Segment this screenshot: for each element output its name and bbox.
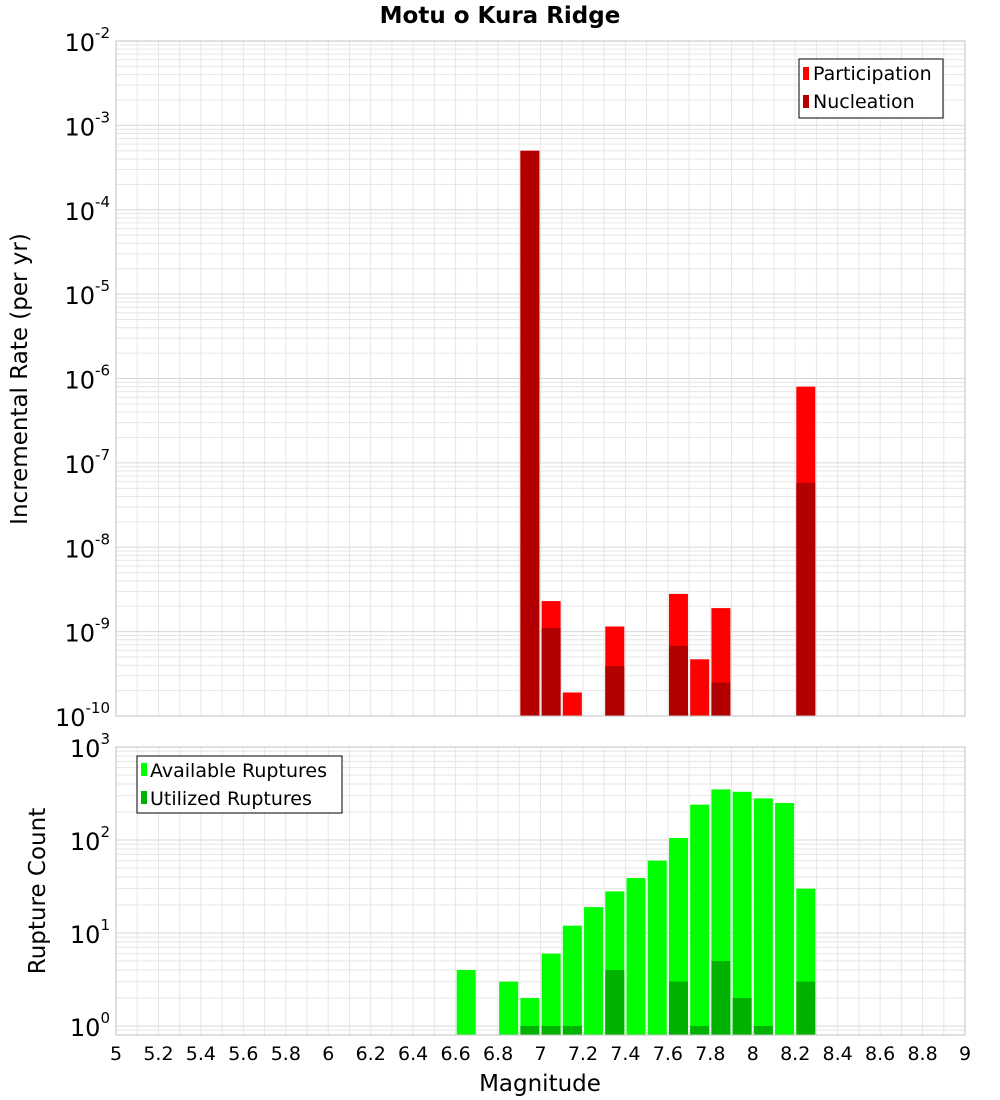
participation-y-tick-label: 10-3 <box>64 108 110 141</box>
participation-y-tick-label: 10-9 <box>64 615 110 648</box>
x-tick-label: 5 <box>110 1043 122 1065</box>
nucleation-bar <box>605 666 625 716</box>
participation-y-tick-label: 10-7 <box>64 446 110 479</box>
x-tick-label: 5.6 <box>228 1043 258 1065</box>
available-bar <box>647 860 667 1035</box>
rate-bars <box>520 150 816 716</box>
utilized-bar <box>520 1025 540 1035</box>
participation-y-tick-label: 10-10 <box>55 699 110 732</box>
utilized-legend-swatch <box>141 791 147 804</box>
available-bar <box>456 969 476 1035</box>
available-bar <box>732 791 752 1035</box>
available-legend-label: Available Ruptures <box>150 760 327 782</box>
x-tick-label: 6.6 <box>440 1043 470 1065</box>
chart-title: Motu o Kura Ridge <box>380 3 621 29</box>
available-bar <box>562 925 582 1035</box>
utilized-bar <box>732 997 752 1035</box>
participation-y-tick-label: 10-2 <box>64 24 110 57</box>
x-tick-label: 8 <box>747 1043 759 1065</box>
rate-legend-box <box>798 58 944 119</box>
count-plot-frame <box>115 746 966 1036</box>
nucleation-bar <box>711 682 731 716</box>
utilized-bar <box>541 1025 561 1035</box>
participation-y-tick-label: 10-6 <box>64 362 110 395</box>
x-tick-label: 9 <box>959 1043 971 1065</box>
utilized-bar <box>668 981 688 1035</box>
available-y-tick-label: 100 <box>70 1009 110 1042</box>
nucleation-legend-swatch <box>803 95 809 108</box>
x-tick-label: 7.4 <box>610 1043 640 1065</box>
participation-bar <box>562 692 582 716</box>
available-bar <box>626 878 646 1035</box>
rate-plot-frame <box>115 40 966 717</box>
count-legend: Available Ruptures Utilized Ruptures <box>136 755 343 814</box>
available-y-tick-label: 102 <box>70 823 110 856</box>
count-y-tick-labels: 103 102 101 100 <box>70 730 110 1042</box>
available-y-tick-label: 103 <box>70 730 110 763</box>
available-bar <box>753 798 773 1035</box>
utilized-legend-label: Utilized Ruptures <box>150 788 312 810</box>
count-panel: 103 102 101 100 Rupture Count Available Rup… <box>25 730 966 1042</box>
x-tick-label: 8.8 <box>907 1043 937 1065</box>
rate-y-tick-labels: 10-2 10-3 10-4 10-5 10-6 10-7 10-8 10-9 10-10 <box>55 24 110 732</box>
rate-grid <box>115 40 966 717</box>
x-tick-label: 5.2 <box>143 1043 173 1065</box>
x-tick-label: 7 <box>534 1043 546 1065</box>
utilized-bar <box>753 1025 773 1035</box>
x-tick-label: 6.2 <box>356 1043 386 1065</box>
available-bar <box>520 997 540 1035</box>
nucleation-bar <box>796 482 816 716</box>
nucleation-bar <box>668 645 688 716</box>
available-bar <box>541 953 561 1035</box>
count-y-axis-label: Rupture Count <box>25 808 51 974</box>
x-tick-label: 7.2 <box>568 1043 598 1065</box>
participation-legend-label: Participation <box>813 63 932 85</box>
available-bar <box>499 981 519 1035</box>
rate-panel: 10-2 10-3 10-4 10-5 10-6 10-7 10-8 10-9 10-10 In… <box>7 24 966 732</box>
nucleation-bar <box>541 628 561 716</box>
available-bar <box>584 907 604 1035</box>
rate-y-axis-label: Incremental Rate (per yr) <box>7 233 33 525</box>
x-tick-label: 8.4 <box>823 1043 853 1065</box>
participation-y-tick-label: 10-4 <box>64 193 110 226</box>
x-tick-label: 8.6 <box>865 1043 895 1065</box>
nucleation-legend-label: Nucleation <box>813 91 915 113</box>
x-tick-label: 5.4 <box>186 1043 216 1065</box>
participation-legend-swatch <box>803 67 809 80</box>
utilized-bar <box>690 1025 710 1035</box>
x-tick-label: 8.2 <box>780 1043 810 1065</box>
utilized-bar <box>605 969 625 1035</box>
x-tick-label: 6.8 <box>483 1043 513 1065</box>
participation-bar <box>690 659 710 716</box>
available-bar <box>690 804 710 1035</box>
available-bar <box>775 802 795 1035</box>
count-bars <box>456 789 816 1035</box>
x-tick-label: 6 <box>322 1043 334 1065</box>
count-legend-box <box>136 755 343 814</box>
utilized-bar <box>562 1025 582 1035</box>
x-tick-label: 7.6 <box>653 1043 683 1065</box>
available-legend-swatch <box>141 763 147 776</box>
available-y-tick-label: 101 <box>70 916 110 949</box>
participation-y-tick-label: 10-8 <box>64 530 110 563</box>
utilized-bar <box>796 981 816 1035</box>
x-tick-label: 5.8 <box>271 1043 301 1065</box>
rate-legend: Participation Nucleation <box>798 58 944 119</box>
x-tick-label: 7.8 <box>695 1043 725 1065</box>
utilized-bar <box>711 960 731 1035</box>
x-tick-labels: 5 5.2 5.4 5.6 5.8 6 6.2 6.4 6.6 6.8 7 7.2 7.4 7.6 7.8 8… <box>110 1043 971 1065</box>
x-tick-label: 6.4 <box>398 1043 428 1065</box>
participation-y-tick-label: 10-5 <box>64 277 110 310</box>
nucleation-bar <box>520 150 540 716</box>
x-axis-label: Magnitude <box>479 1071 601 1097</box>
